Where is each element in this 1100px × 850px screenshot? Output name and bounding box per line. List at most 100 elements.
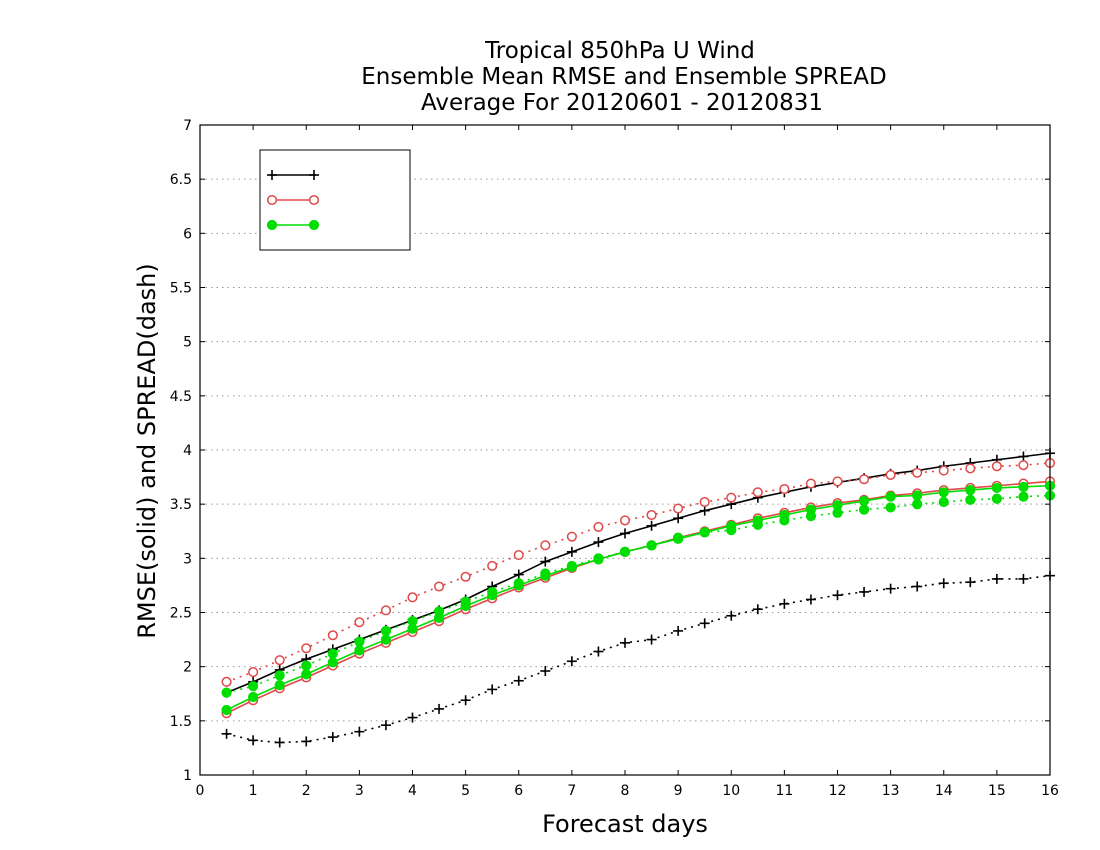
x-tick-label-0: 0 [196,783,205,799]
series-red-spread-point-22 [805,478,816,489]
series-green-rmse-point-3 [301,669,312,680]
series-black-spread-point-14 [593,646,604,657]
series-green-rmse-point-29 [991,482,1002,494]
y-tick-label-12: 7 [183,118,192,134]
series-green-rmse-point-8 [433,612,445,624]
series-green-spread-point-4 [327,648,338,659]
x-axis-label: Forecast days [542,810,708,838]
series-red-spread-point-23 [832,476,843,487]
legend-marker-left-black [267,170,277,180]
series-black-rmse-point-13 [566,546,577,557]
series-red-spread-point-25 [885,469,896,480]
series-black-rmse-point-14 [593,537,604,548]
legend-marker-right-black [309,170,319,180]
series-green-spread-point-27 [938,496,949,508]
chart-title-line-1: Tropical 850hPa U Wind [484,38,755,64]
series-black-spread-point-16 [646,634,657,645]
series-green-rmse-point-27 [938,487,949,498]
series-black-spread-point-11 [513,675,524,686]
series-green-rmse-line [226,484,1051,711]
series-red-spread-point-0 [221,676,232,687]
series-black-spread-point-9 [460,695,471,706]
x-tick-label-10: 10 [722,783,740,799]
x-tick-label-13: 13 [882,783,900,799]
series-green-spread-point-5 [354,636,365,647]
series-red-spread-point-5 [354,617,365,628]
series-red-spread-point-11 [513,550,524,561]
series-green-rmse-point-11 [513,580,524,591]
series-black-spread-point-23 [832,590,843,601]
y-tick-label-1: 1.5 [170,714,192,730]
series-green-spread-point-1 [248,681,259,692]
series-black-rmse-point-30 [1018,451,1029,462]
series-black-rmse-point-17 [673,513,684,524]
series-black-spread-point-19 [726,610,737,621]
series-green-spread-point-24 [858,504,870,515]
series-green-rmse-point-7 [407,623,418,634]
y-tick-label-2: 2 [183,660,192,676]
series-green-rmse-point-2 [274,679,285,691]
x-tick-label-12: 12 [829,783,847,799]
legend [259,149,411,251]
series-green-spread-point-30 [1018,491,1029,502]
series-black-spread-point-28 [965,577,976,588]
x-tick-label-11: 11 [775,783,793,799]
series-black-rmse-point-18 [699,505,710,516]
grid-layer [200,178,1050,722]
series-green-rmse-point-30 [1018,481,1029,492]
series-black-spread-point-27 [938,578,949,589]
series-red-spread-point-15 [619,515,631,526]
series-green-rmse-point-14 [593,554,604,565]
series-red-spread-point-27 [938,465,949,476]
series-red-spread-point-30 [1018,460,1029,471]
series-black-rmse-line [226,452,1051,694]
series-black-rmse-point-15 [620,528,630,539]
y-axis: 1 1.5 2 2.5 3 3.5 4 4.5 5 5.5 6 6.5 7 [170,118,1050,784]
series-black-spread-line [226,574,1051,744]
y-tick-label-8: 5 [183,335,192,351]
series-red-spread-point-19 [726,492,737,503]
y-tick-label-4: 3 [183,551,192,567]
series-black-spread-point-3 [301,736,312,747]
legend-entry-red [266,194,320,206]
legend-marker-left-green [266,219,278,231]
chart-title-line-3: Average For 20120601 - 20120831 [421,90,823,116]
x-tick-label-5: 5 [461,783,470,799]
series-green-spread-point-26 [912,499,923,510]
series-red-spread-point-10 [487,560,498,571]
series-red-spread-point-9 [460,571,471,582]
series-black-spread-point-12 [540,666,551,676]
x-tick-label-14: 14 [935,783,953,799]
series-green-rmse-point-19 [726,520,737,531]
x-tick-label-9: 9 [674,783,683,799]
series-green-rmse-point-17 [673,533,684,544]
x-tick-label-6: 6 [514,783,523,799]
x-tick-label-2: 2 [302,783,311,799]
series-green-rmse-point-0 [221,704,232,716]
x-tick-label-15: 15 [988,783,1006,799]
series-green-rmse-point-21 [779,509,790,521]
legend-box [259,149,411,251]
y-tick-label-7: 4.5 [170,389,192,405]
series-black-spread-point-21 [779,598,790,609]
series-red-spread-point-2 [274,655,285,666]
series-black-spread-point-29 [991,573,1002,584]
series-red-spread-point-6 [380,605,391,616]
series-red-spread-point-29 [991,461,1002,472]
series-black-spread-point-15 [620,637,630,648]
series-black-spread-point-25 [885,583,896,594]
series-red-spread-point-12 [540,540,551,551]
series-red-spread-point-14 [593,521,604,532]
series-green-spread-point-25 [885,502,896,513]
series-black-spread-point-0 [221,728,232,739]
series-green-rmse-point-22 [805,504,817,515]
y-tick-label-10: 6 [183,226,192,242]
series-black-rmse-point-16 [646,520,657,531]
series-red-spread-point-3 [301,643,312,654]
series-red-spread-point-8 [434,581,445,592]
series-green-rmse-point-1 [248,691,259,703]
series-red-spread-line [226,462,1051,683]
series-red-spread-point-24 [859,474,870,485]
legend-entry-green [266,219,320,231]
series-black-rmse-point-12 [540,556,551,567]
